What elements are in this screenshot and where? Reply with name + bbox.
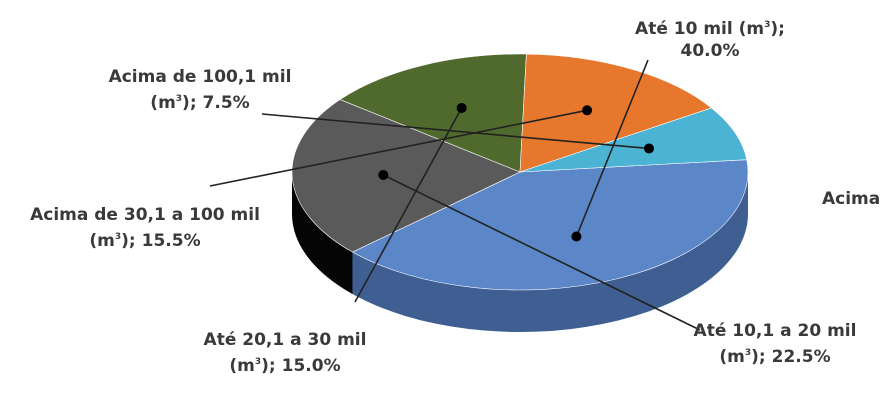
pie-side-at-10-mil-m xyxy=(352,172,748,333)
label-ate-10-mil-percent: 40.0% xyxy=(680,41,740,61)
pie-slice-at-10-mil-m xyxy=(351,159,749,291)
pie-side-at-10-1-a-20-mil-m xyxy=(292,172,353,295)
pie-slice-acima-de-100-1-mil-m xyxy=(519,107,748,173)
label-ate-20-1-a-30-mil: Até 20,1 a 30 mil (m3); 15.0% xyxy=(203,330,367,376)
leader-dot-at-20-1-a-30-mil-m xyxy=(456,102,467,113)
leader-line-acima-de-100-1-mil-m xyxy=(261,113,650,150)
label-acima-30-1-a-100-mil: Acima de 30,1 a 100 mil (m3); 15.5% xyxy=(30,205,260,251)
leader-line-at-20-1-a-30-mil-m xyxy=(354,107,463,303)
leader-line-at-10-1-a-20-mil-m xyxy=(382,174,701,331)
leader-dot-at-10-1-a-20-mil-m xyxy=(378,169,389,180)
leader-dot-acima-de-100-1-mil-m xyxy=(644,143,655,154)
label-cropped-acima: Acima xyxy=(822,189,880,209)
label-acima-100-1-mil: Acima de 100,1 mil (m3); 7.5% xyxy=(108,67,292,113)
pie-slice-at-20-1-a-30-mil-m xyxy=(339,53,527,173)
pie-slice-acima-de-30-1-a-100-mil-m xyxy=(519,53,713,173)
leader-dot-at-10-mil-m xyxy=(571,231,582,242)
leader-line-acima-de-30-1-a-100-mil-m xyxy=(209,109,588,187)
label-ate-10-mil: Até 10 mil (m3); 40.0% xyxy=(635,19,785,61)
leader-line-at-10-mil-m xyxy=(575,59,649,237)
label-ate-10-1-a-20-mil: Até 10,1 a 20 mil (m3); 22.5% xyxy=(693,321,857,367)
pie-slice-at-10-1-a-20-mil-m xyxy=(291,99,521,253)
leader-dot-acima-de-30-1-a-100-mil-m xyxy=(582,105,593,116)
